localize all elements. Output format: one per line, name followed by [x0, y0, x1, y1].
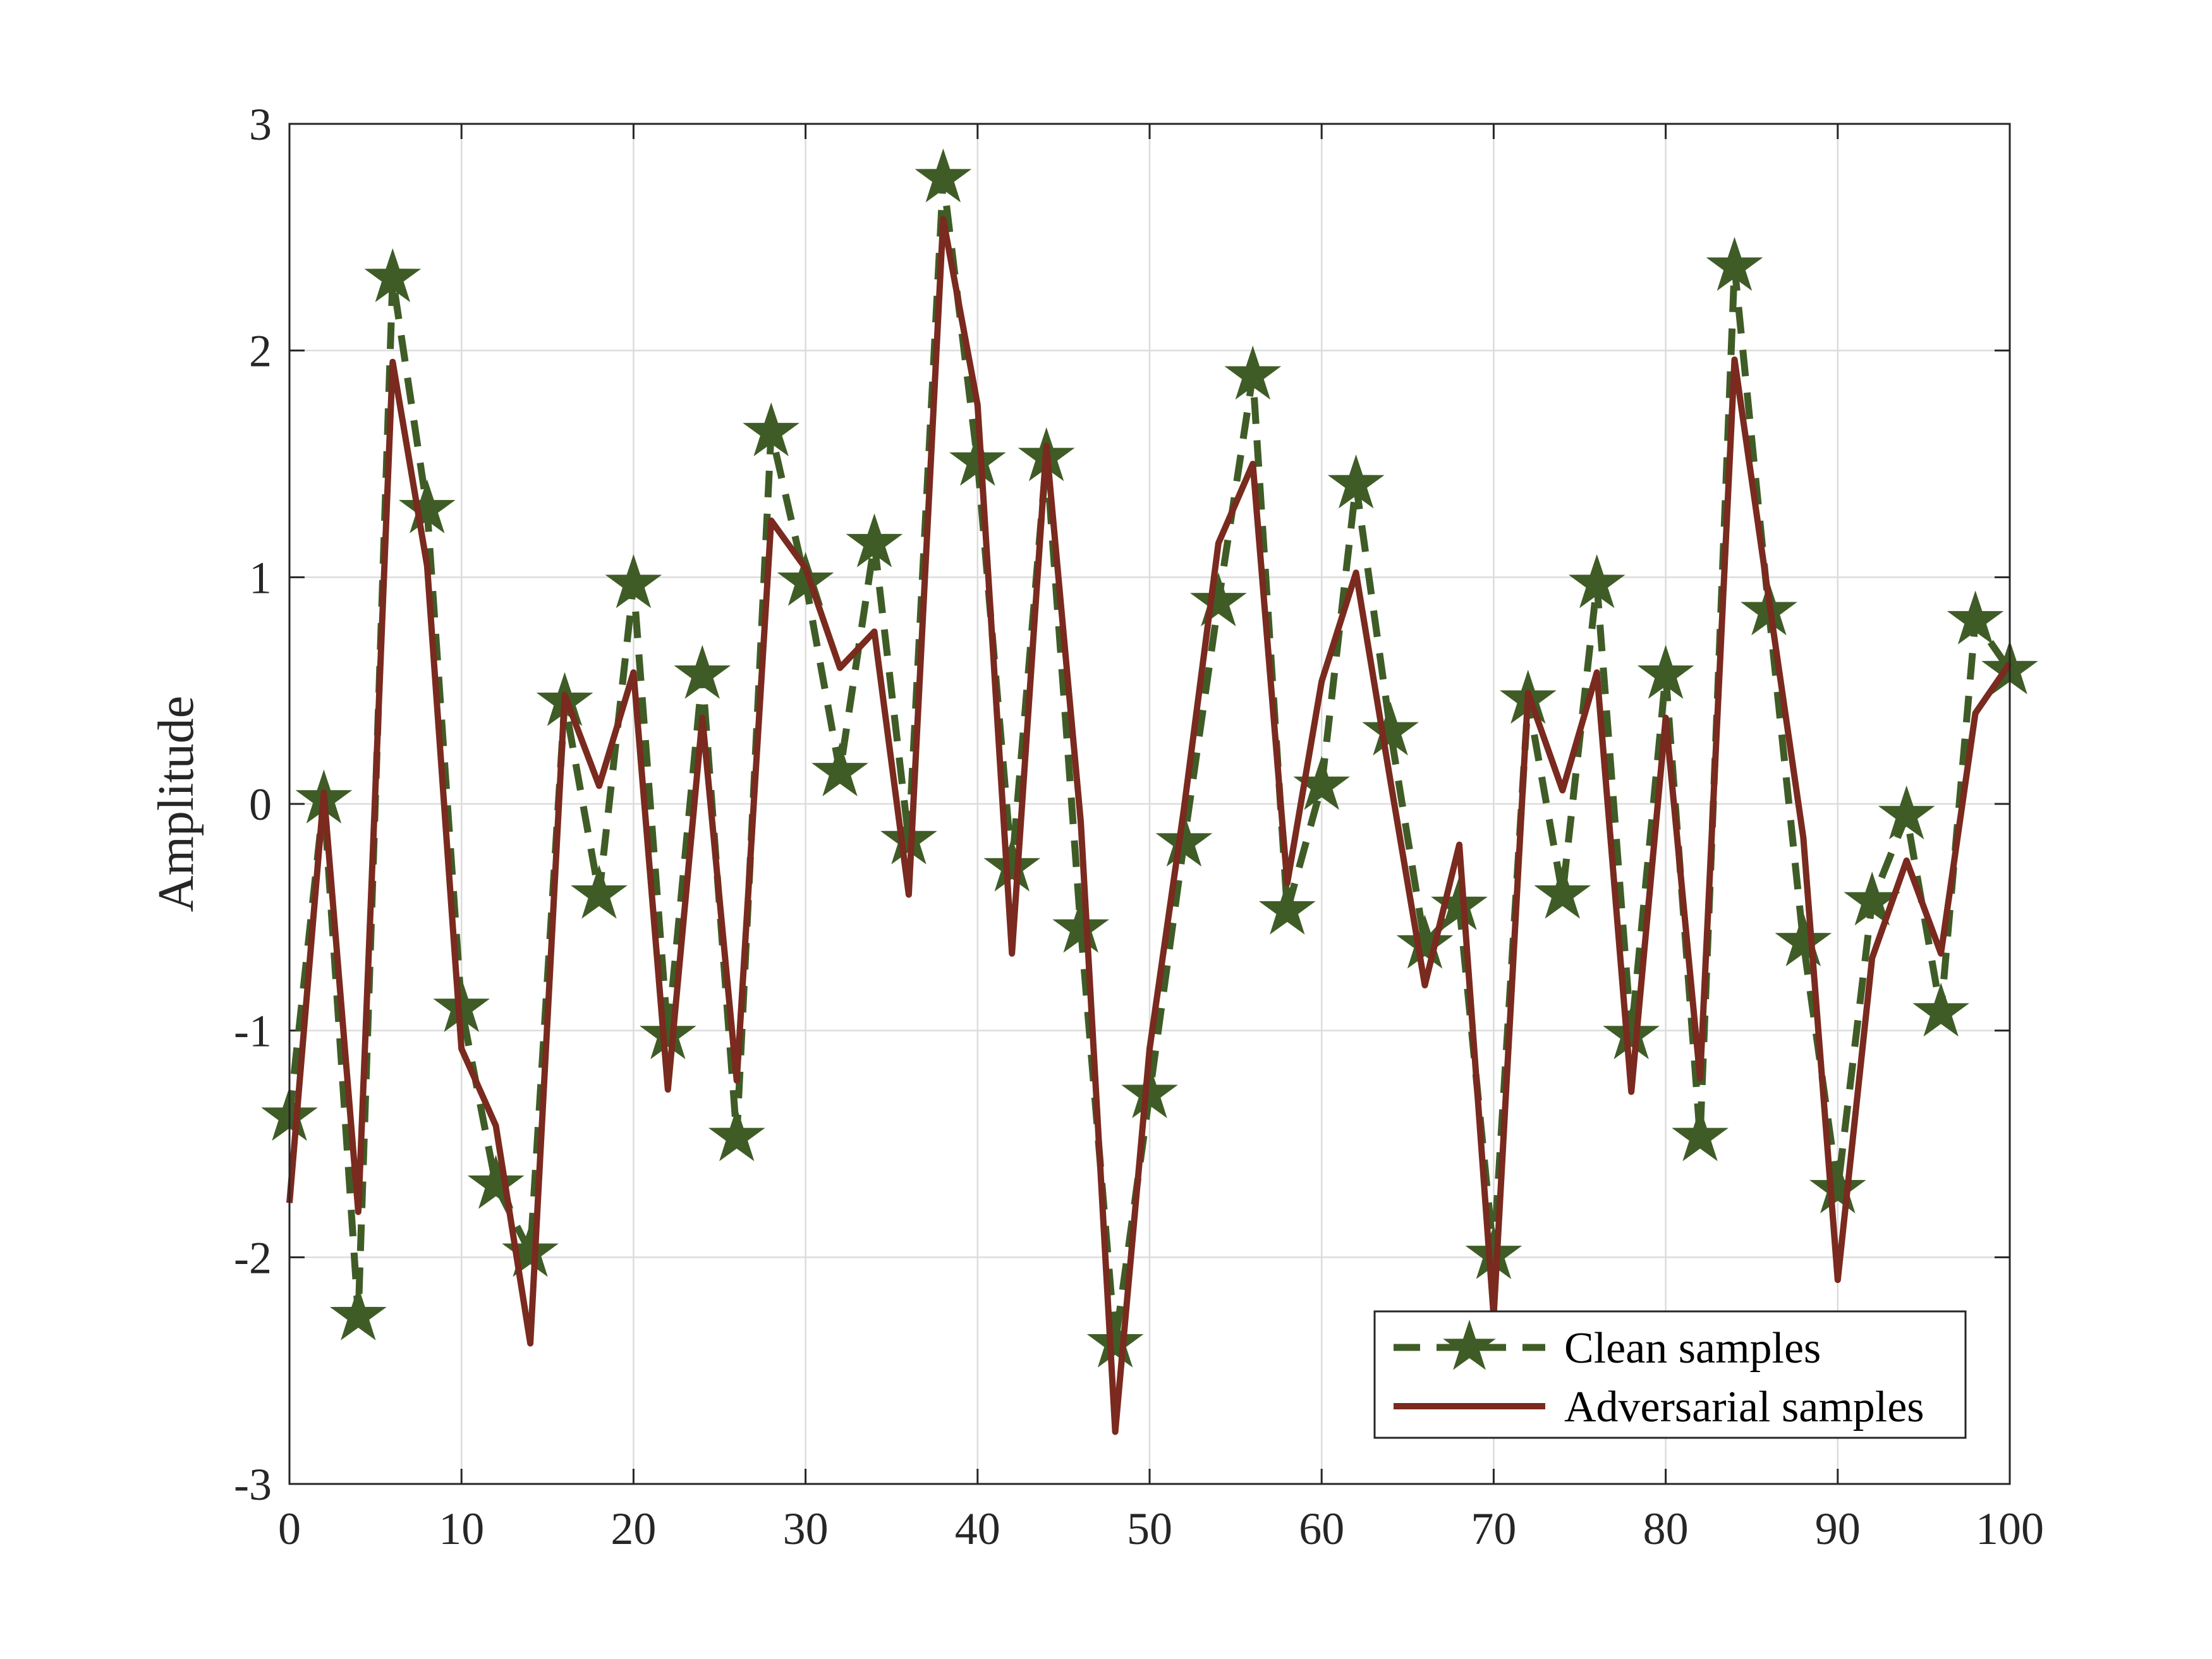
legend: Clean samples Adversarial samples — [1373, 1310, 1967, 1439]
axes-box — [288, 123, 2011, 1485]
x-tick-label: 80 — [1643, 1504, 1689, 1554]
x-tick-label: 0 — [278, 1504, 301, 1554]
legend-label-clean: Clean samples — [1564, 1324, 1821, 1373]
clean-sample-star-marker — [949, 432, 1006, 486]
y-axis-label: Amplitude — [149, 696, 204, 912]
x-tick-label: 30 — [783, 1504, 829, 1554]
clean-sample-star-marker — [467, 1155, 525, 1209]
clean-sample-star-marker — [364, 248, 422, 303]
clean-sample-star-marker — [1052, 899, 1110, 953]
x-tick-label: 20 — [611, 1504, 656, 1554]
clean-sample-star-marker — [1568, 554, 1626, 609]
x-tick-label: 100 — [1976, 1504, 2044, 1554]
clean-sample-star-marker — [1121, 1064, 1178, 1119]
y-tick-label: -3 — [234, 1459, 272, 1510]
clean-sample-star-marker — [1189, 572, 1247, 626]
clean-sample-star-marker — [1293, 756, 1351, 810]
x-tick-label: 70 — [1471, 1504, 1516, 1554]
clean-sample-star-marker — [1878, 785, 1935, 840]
x-tick-label: 40 — [955, 1504, 1000, 1554]
clean-sample-star-marker — [1362, 702, 1419, 756]
clean-sample-star-marker — [983, 837, 1041, 892]
plot-area — [261, 148, 2038, 1435]
y-tick-label: -1 — [234, 1006, 272, 1057]
clean-sample-star-marker — [1396, 915, 1454, 969]
clean-sample-star-marker — [1086, 1313, 1144, 1368]
clean-sample-star-marker — [1327, 454, 1385, 509]
legend-star-marker — [1443, 1320, 1496, 1370]
clean-sample-star-marker — [1155, 812, 1213, 867]
clean-sample-star-marker — [398, 479, 456, 533]
clean-sample-star-marker — [329, 1286, 387, 1340]
clean-sample-star-marker — [708, 1107, 765, 1162]
clean-sample-star-marker — [777, 552, 834, 606]
x-tick-label: 90 — [1815, 1504, 1861, 1554]
y-tick-label: 2 — [249, 326, 272, 377]
tick-labels: 0 10 20 30 40 50 60 70 80 90 100 -3 -2 -1 0 1 2 3 — [234, 99, 2044, 1554]
clean-sample-star-marker — [674, 645, 731, 699]
clean-sample-star-marker — [605, 554, 662, 609]
clean-sample-star-marker — [915, 148, 972, 203]
clean-sample-star-marker — [1224, 345, 1282, 400]
clean-sample-star-marker — [639, 1005, 696, 1059]
clean-sample-star-marker — [502, 1223, 559, 1277]
legend-label-adversarial: Adversarial samples — [1564, 1383, 1924, 1431]
clean-sample-star-marker — [1258, 880, 1316, 935]
clean-sample-star-marker — [1947, 590, 2004, 645]
x-tick-label: 10 — [439, 1504, 484, 1554]
x-tick-label: 50 — [1127, 1504, 1172, 1554]
clean-sample-star-marker — [1672, 1107, 1729, 1162]
clean-sample-star-marker — [1431, 876, 1488, 930]
y-tick-label: 1 — [249, 552, 272, 603]
clean-sample-star-marker — [1603, 1005, 1660, 1059]
y-tick-label: 3 — [249, 99, 272, 150]
clean-sample-star-marker — [743, 402, 800, 456]
clean-sample-star-marker — [1534, 865, 1591, 919]
clean-sample-star-marker — [1706, 236, 1763, 291]
y-tick-label: 0 — [249, 779, 272, 830]
clean-sample-star-marker — [1809, 1159, 1866, 1213]
adversarial-samples-line — [286, 216, 2013, 1435]
clean-sample-star-marker — [1637, 645, 1694, 699]
clean-sample-star-marker — [811, 742, 868, 796]
clean-sample-star-marker — [571, 865, 628, 919]
clean-sample-star-marker — [846, 513, 903, 568]
x-tick-label: 60 — [1299, 1504, 1344, 1554]
clean-sample-star-marker — [1775, 912, 1832, 966]
y-tick-label: -2 — [234, 1232, 272, 1283]
clean-sample-star-marker — [1912, 982, 1970, 1037]
